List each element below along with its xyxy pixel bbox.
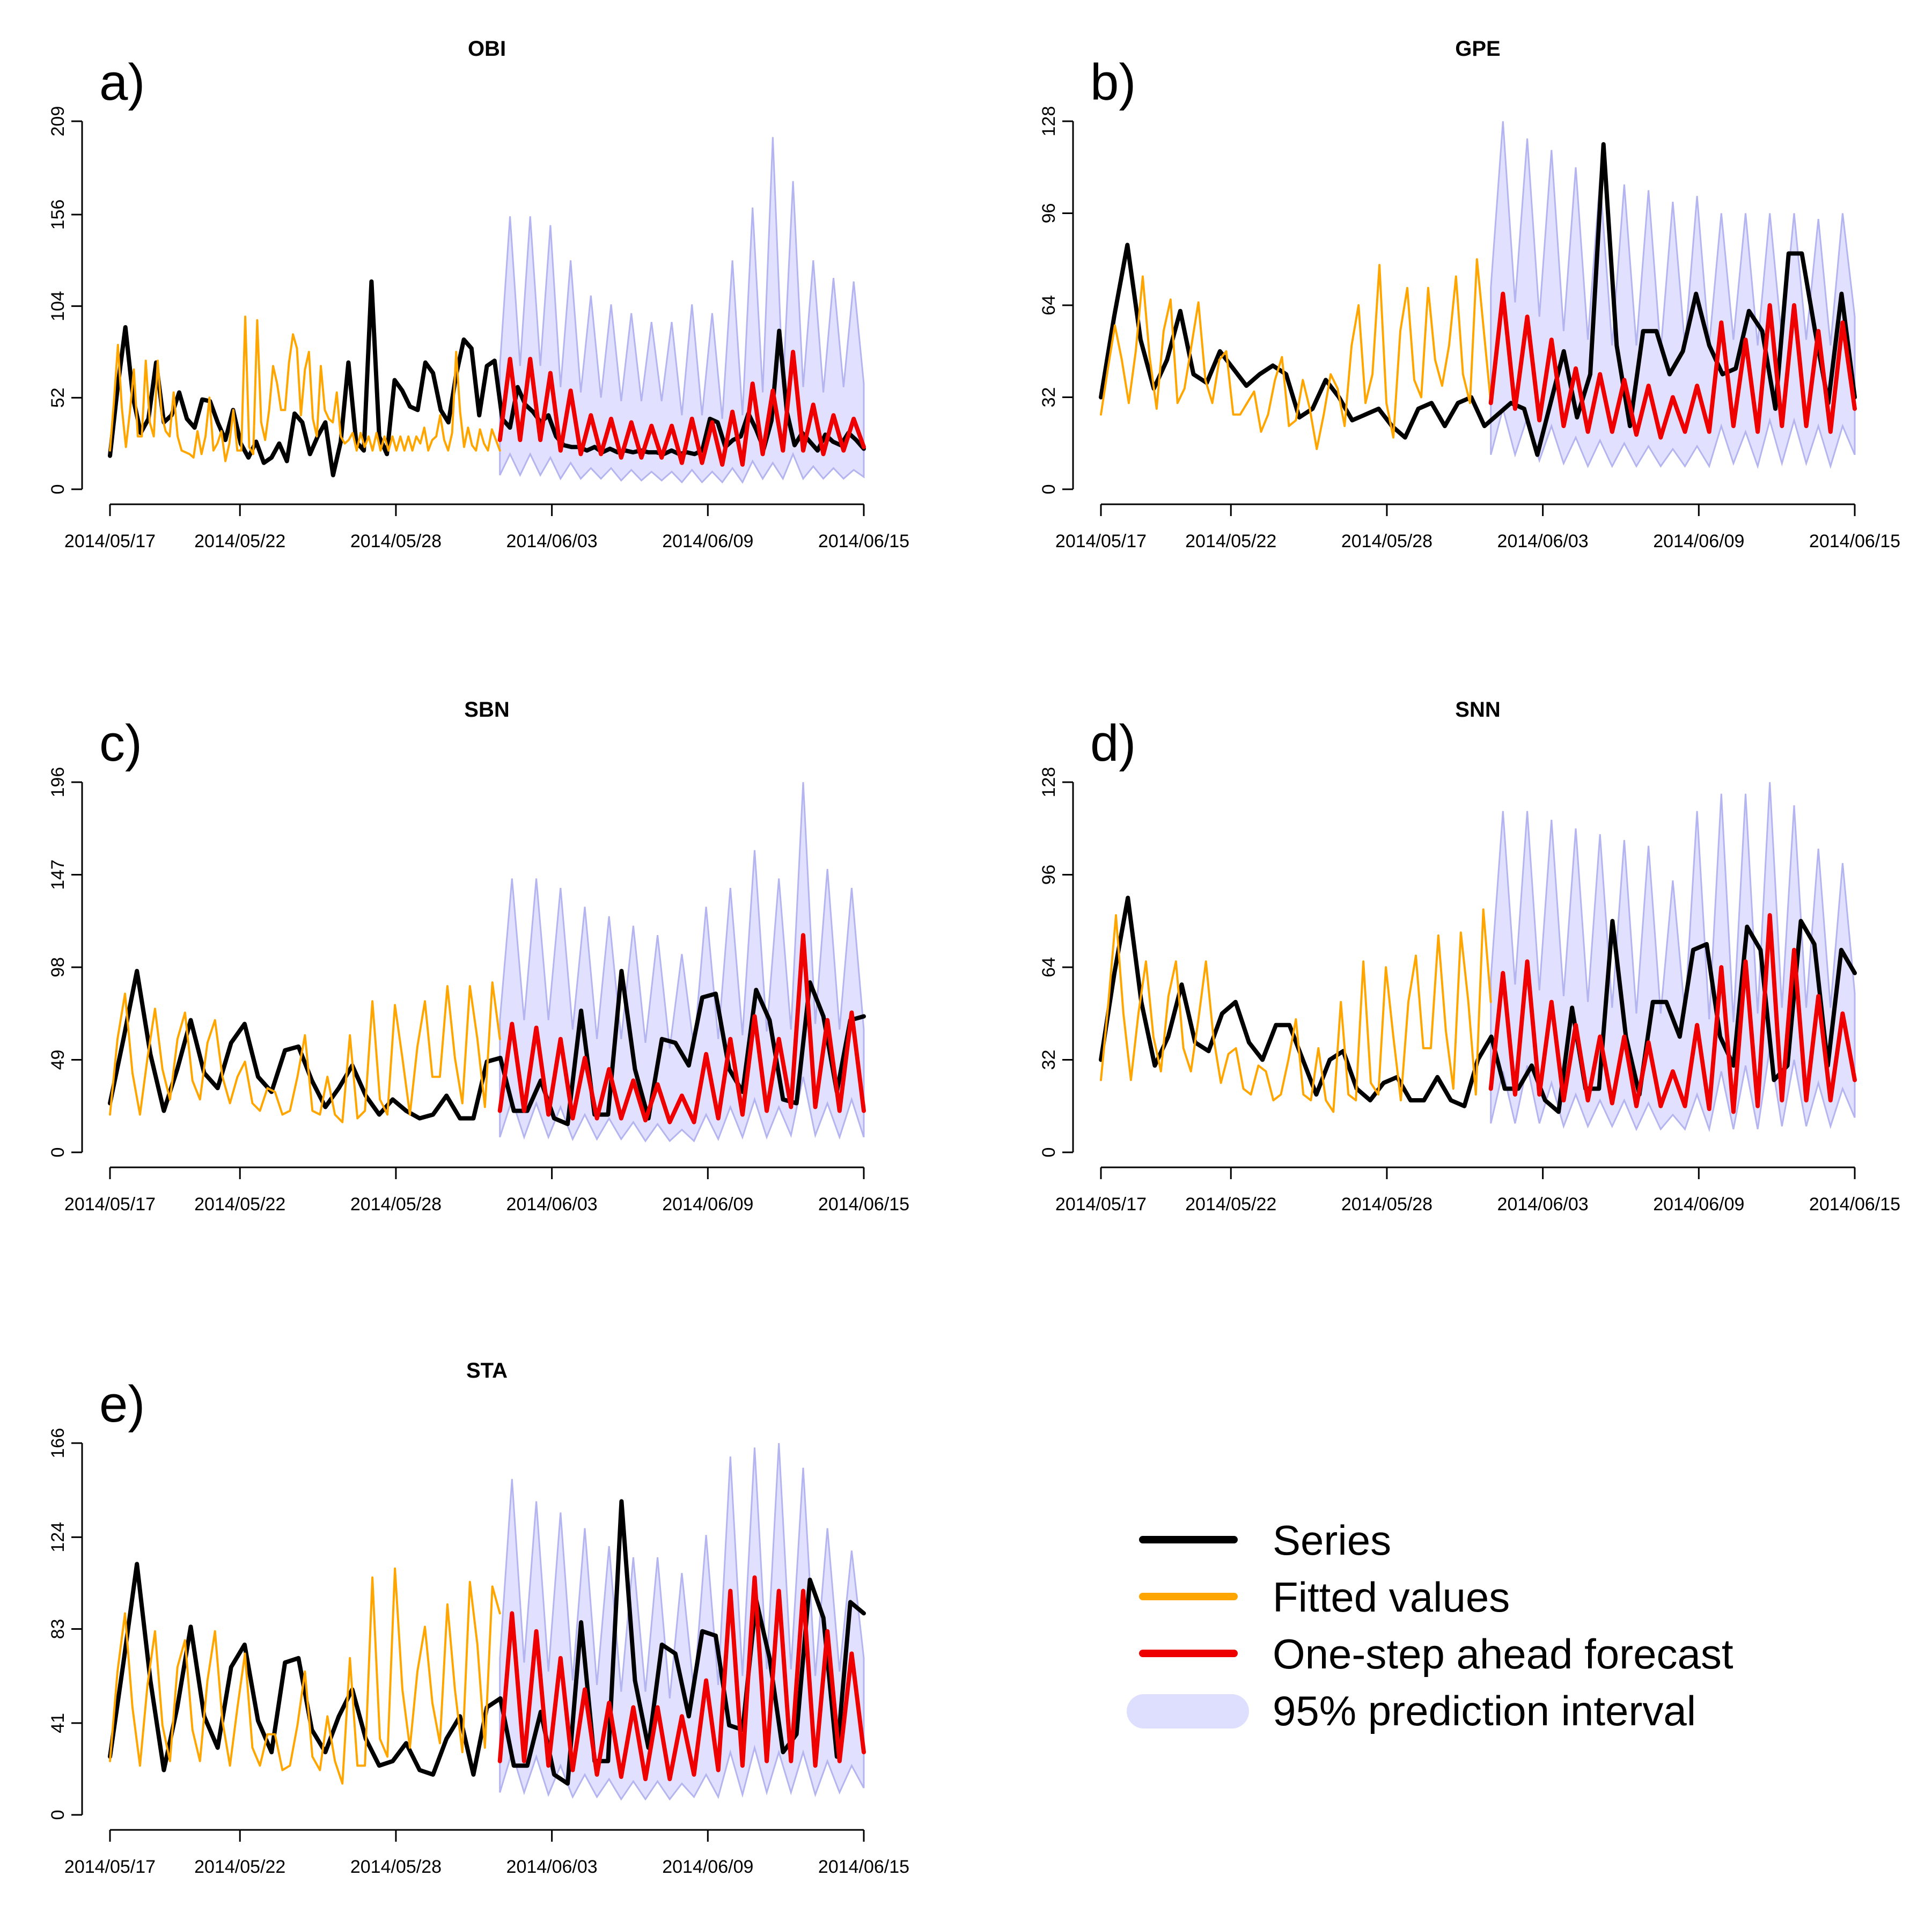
x-tick-label: 2014/05/17 xyxy=(1055,1194,1147,1215)
fitted-line xyxy=(1100,908,1492,1113)
x-tick-label: 2014/06/09 xyxy=(662,1857,753,1877)
prediction-interval-band xyxy=(1490,121,1856,469)
panel-letter: c) xyxy=(99,715,142,772)
x-tick-label: 2014/05/17 xyxy=(64,1857,156,1877)
panel-letter: d) xyxy=(1090,715,1136,772)
y-tick-label: 0 xyxy=(48,484,68,495)
legend: Series Fitted values One-step ahead fore… xyxy=(1127,1517,1733,1734)
panel-title: GPE xyxy=(1455,37,1500,61)
panel-obi: 0 52 104 156 209 2014/05/17 2014/05/22 2014/05/… xyxy=(48,37,909,551)
panels: 0 52 104 156 209 2014/05/17 2014/05/22 2014/05/… xyxy=(48,37,1900,1877)
y-tick-label: 128 xyxy=(1039,767,1059,798)
y-tick-label: 64 xyxy=(1039,295,1059,315)
x-tick-label: 2014/05/22 xyxy=(194,531,285,551)
y-tick-label: 32 xyxy=(1039,387,1059,408)
x-tick-label: 2014/05/22 xyxy=(194,1857,285,1877)
x-tick-label: 2014/06/03 xyxy=(1497,1194,1589,1215)
legend-interval-swatch xyxy=(1127,1694,1249,1729)
panel-letter: b) xyxy=(1090,54,1136,111)
fitted-line xyxy=(109,981,501,1123)
panel-title: OBI xyxy=(468,37,506,61)
panel-sbn: 0 49 98 147 196 2014/05/17 2014/05/22 2014/05/2… xyxy=(48,698,909,1215)
x-tick-label: 2014/05/22 xyxy=(1185,531,1276,551)
y-tick-label: 128 xyxy=(1039,106,1059,137)
legend-series-label: Series xyxy=(1273,1517,1391,1564)
x-tick-label: 2014/06/15 xyxy=(818,1857,909,1877)
forecast-line xyxy=(1488,913,1857,1114)
y-tick-label: 49 xyxy=(48,1050,68,1070)
y-tick-label: 98 xyxy=(48,957,68,977)
fitted-line xyxy=(1100,258,1492,450)
panel-title: SBN xyxy=(464,698,509,722)
x-tick-label: 2014/05/22 xyxy=(194,1194,285,1215)
x-tick-label: 2014/05/28 xyxy=(350,531,442,551)
x-tick-label: 2014/05/28 xyxy=(1341,531,1433,551)
x-tick-label: 2014/06/15 xyxy=(1809,1194,1900,1215)
x-tick-label: 2014/05/28 xyxy=(1341,1194,1433,1215)
x-tick-label: 2014/05/22 xyxy=(1185,1194,1276,1215)
forecast-line xyxy=(497,933,866,1124)
x-tick-label: 2014/06/03 xyxy=(506,531,598,551)
y-tick-label: 196 xyxy=(48,767,68,798)
x-tick-label: 2014/06/09 xyxy=(1653,1194,1744,1215)
panel-title: STA xyxy=(466,1359,508,1382)
y-tick-label: 32 xyxy=(1039,1050,1059,1070)
y-tick-label: 96 xyxy=(1039,203,1059,224)
x-tick-label: 2014/05/17 xyxy=(64,531,156,551)
y-tick-label: 0 xyxy=(1039,1148,1059,1158)
x-tick-label: 2014/06/15 xyxy=(818,1194,909,1215)
panel-letter: a) xyxy=(99,54,145,111)
x-tick-label: 2014/06/15 xyxy=(818,531,909,551)
x-tick-label: 2014/05/17 xyxy=(1055,531,1147,551)
fitted-line xyxy=(109,315,501,462)
legend-forecast-label: One-step ahead forecast xyxy=(1273,1630,1733,1678)
x-tick-label: 2014/06/09 xyxy=(1653,531,1744,551)
forecast-line xyxy=(497,350,866,467)
y-tick-label: 166 xyxy=(48,1428,68,1459)
x-tick-label: 2014/05/28 xyxy=(350,1194,442,1215)
y-tick-label: 0 xyxy=(48,1810,68,1820)
panel-gpe: 0 32 64 96 128 2014/05/17 2014/05/22 2014/05/28… xyxy=(1039,37,1900,551)
forecast-line xyxy=(497,1575,866,1782)
y-tick-label: 0 xyxy=(48,1148,68,1158)
prediction-interval-band xyxy=(499,1443,865,1801)
x-tick-label: 2014/06/03 xyxy=(506,1194,598,1215)
y-tick-label: 64 xyxy=(1039,957,1059,977)
y-tick-label: 104 xyxy=(48,291,68,321)
y-tick-label: 156 xyxy=(48,200,68,230)
x-tick-label: 2014/06/15 xyxy=(1809,531,1900,551)
x-tick-label: 2014/06/09 xyxy=(662,1194,753,1215)
x-tick-label: 2014/05/17 xyxy=(64,1194,156,1215)
panel-letter: e) xyxy=(99,1376,145,1433)
y-tick-label: 147 xyxy=(48,859,68,890)
legend-fitted-label: Fitted values xyxy=(1273,1573,1510,1621)
x-tick-label: 2014/05/28 xyxy=(350,1857,442,1877)
legend-interval-label: 95% prediction interval xyxy=(1273,1687,1696,1734)
panel-snn: 0 32 64 96 128 2014/05/17 2014/05/22 2014/05/28… xyxy=(1039,698,1900,1215)
x-tick-label: 2014/06/03 xyxy=(1497,531,1589,551)
panel-sta: 0 41 83 124 166 2014/05/17 2014/05/22 2014/05/2… xyxy=(48,1359,909,1877)
y-tick-label: 0 xyxy=(1039,484,1059,495)
y-tick-label: 52 xyxy=(48,387,68,408)
y-tick-label: 96 xyxy=(1039,865,1059,885)
y-tick-label: 83 xyxy=(48,1619,68,1639)
x-tick-label: 2014/06/03 xyxy=(506,1857,598,1877)
y-tick-label: 124 xyxy=(48,1522,68,1553)
fitted-line xyxy=(109,1567,501,1785)
y-tick-label: 209 xyxy=(48,106,68,137)
x-tick-label: 2014/06/09 xyxy=(662,531,753,551)
forecast-line xyxy=(1488,291,1857,440)
panel-title: SNN xyxy=(1455,698,1500,722)
y-tick-label: 41 xyxy=(48,1713,68,1733)
